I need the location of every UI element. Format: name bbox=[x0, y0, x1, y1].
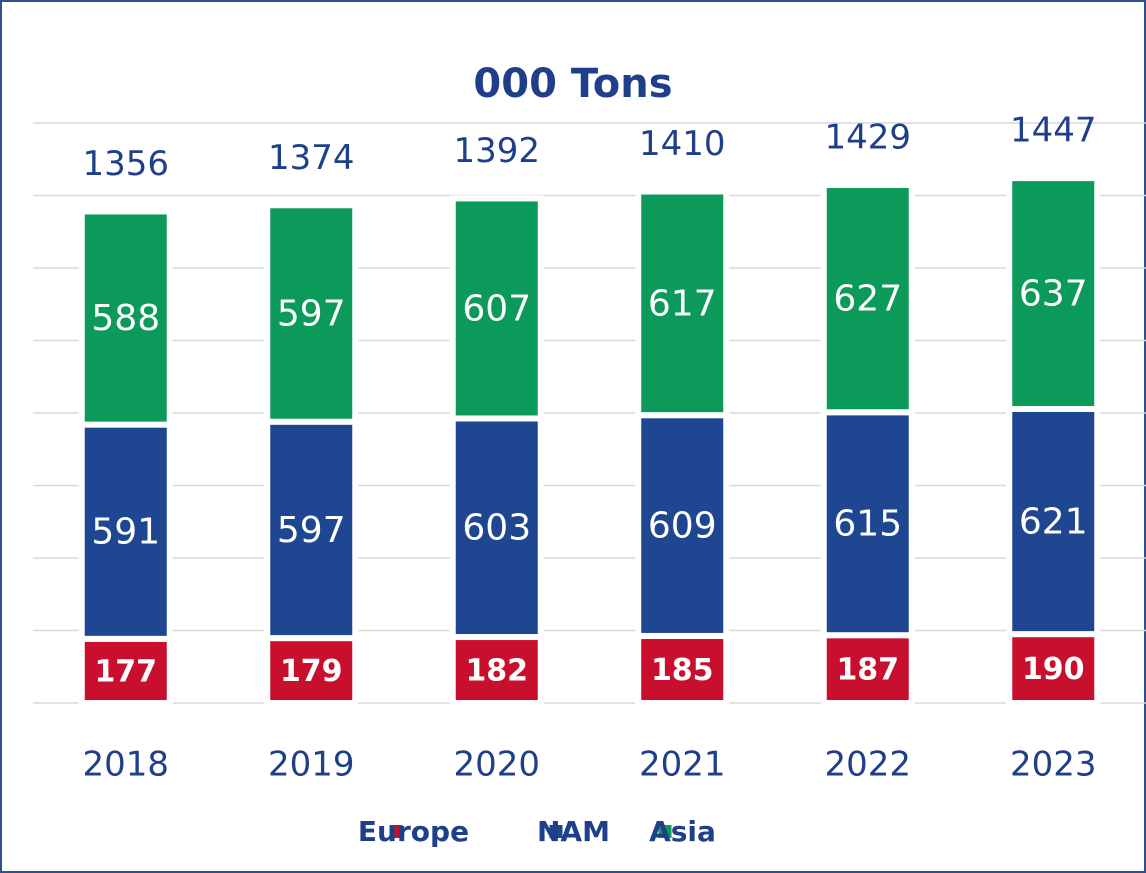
x-tick-label: 2020 bbox=[453, 745, 540, 785]
legend-swatch bbox=[389, 825, 403, 838]
bar-segment bbox=[1006, 175, 1101, 413]
bar-segment bbox=[820, 409, 915, 639]
x-tick-label: 2018 bbox=[82, 745, 169, 785]
legend-swatch bbox=[658, 825, 672, 838]
total-label: 1429 bbox=[824, 117, 911, 157]
x-tick-label: 2023 bbox=[1010, 745, 1097, 785]
value-label: 597 bbox=[277, 293, 346, 334]
value-label: 621 bbox=[1019, 502, 1088, 543]
total-label: 1356 bbox=[82, 144, 169, 184]
value-label: 185 bbox=[651, 653, 714, 688]
value-label: 617 bbox=[648, 283, 717, 324]
bar-segment bbox=[1006, 631, 1101, 706]
total-label: 1392 bbox=[453, 131, 540, 171]
value-label: 609 bbox=[648, 506, 717, 547]
total-label: 1374 bbox=[268, 138, 355, 178]
total-label: 1410 bbox=[639, 124, 726, 164]
value-label: 182 bbox=[465, 654, 528, 689]
bar-segment bbox=[264, 418, 359, 642]
bar-segment bbox=[449, 195, 544, 422]
bar-segment bbox=[1006, 406, 1101, 638]
value-label: 627 bbox=[833, 279, 902, 320]
legend-label: NAM bbox=[537, 815, 610, 848]
bar-segment bbox=[820, 181, 915, 416]
x-tick-label: 2022 bbox=[824, 745, 911, 785]
value-label: 597 bbox=[277, 510, 346, 551]
bar-segment bbox=[78, 208, 173, 428]
value-label: 177 bbox=[94, 654, 157, 689]
value-label: 615 bbox=[833, 504, 902, 545]
bar-segment bbox=[78, 635, 173, 707]
value-label: 591 bbox=[91, 512, 160, 553]
total-label: 1447 bbox=[1010, 111, 1097, 151]
value-label: 190 bbox=[1022, 652, 1085, 687]
legend-swatch bbox=[549, 825, 563, 838]
legend-label: Asia bbox=[649, 815, 716, 848]
x-tick-label: 2021 bbox=[639, 745, 726, 785]
x-tick-label: 2019 bbox=[268, 745, 355, 785]
value-label: 187 bbox=[836, 653, 899, 688]
value-label: 179 bbox=[280, 654, 343, 689]
value-label: 607 bbox=[462, 288, 531, 329]
chart-title: 000 Tons bbox=[473, 61, 672, 107]
bar-segment bbox=[449, 415, 544, 641]
value-label: 637 bbox=[1019, 274, 1088, 315]
value-label: 588 bbox=[91, 298, 160, 339]
legend-label: Europe bbox=[358, 815, 469, 848]
bar-segment bbox=[635, 188, 730, 419]
value-label: 603 bbox=[462, 508, 531, 549]
bar-segment bbox=[264, 202, 359, 425]
